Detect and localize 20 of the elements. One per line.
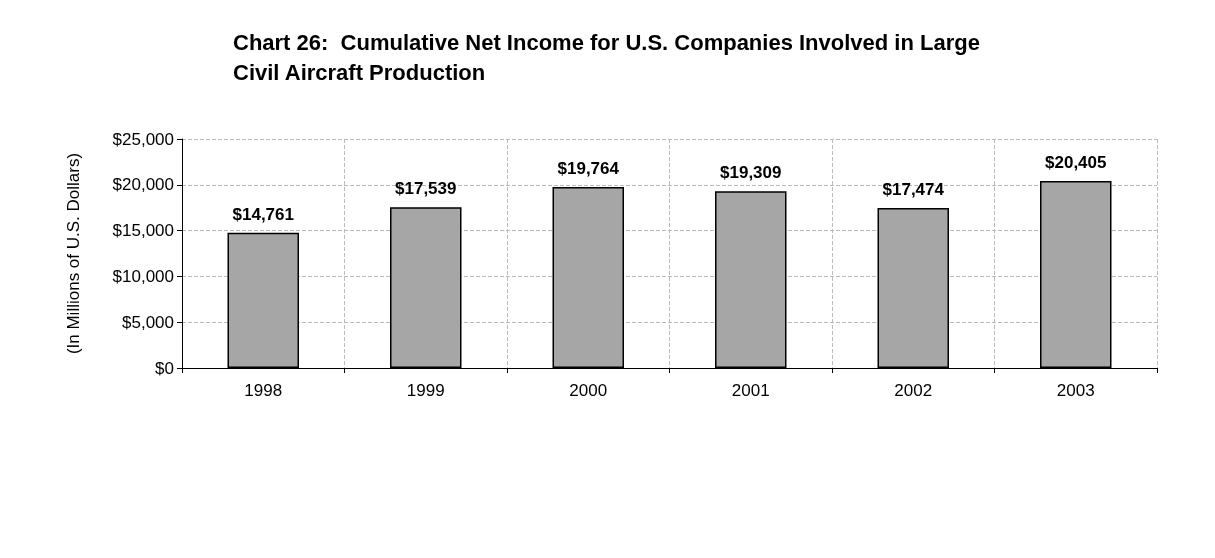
x-tick-label: 2001	[731, 381, 770, 400]
x-tick-label: 2002	[894, 381, 933, 400]
y-axis-title: (In Millions of U.S. Dollars)	[64, 152, 83, 355]
data-label: $14,761	[232, 204, 294, 224]
y-tick-label: $15,000	[112, 221, 174, 241]
data-label: $19,764	[557, 158, 620, 178]
chart-title: Chart 26: Cumulative Net Income for U.S. Companies Involved in Large Civil Aircraft Production	[233, 29, 987, 85]
data-label: $19,309	[720, 163, 782, 183]
y-tick-label: $10,000	[112, 266, 174, 286]
y-tick-label: $20,000	[112, 175, 174, 195]
data-label: $17,539	[395, 179, 457, 199]
x-tick-label: 1999	[406, 381, 445, 400]
data-label: $17,474	[882, 179, 945, 199]
x-tick-label: 1998	[244, 381, 283, 400]
y-tick-label: $0	[155, 358, 174, 378]
y-tick-label: $5,000	[122, 312, 174, 332]
x-tick-label: 2003	[1056, 381, 1095, 400]
x-tick-label: 2000	[569, 381, 608, 400]
data-label: $20,405	[1045, 153, 1107, 173]
y-tick-label: $25,000	[112, 129, 174, 149]
